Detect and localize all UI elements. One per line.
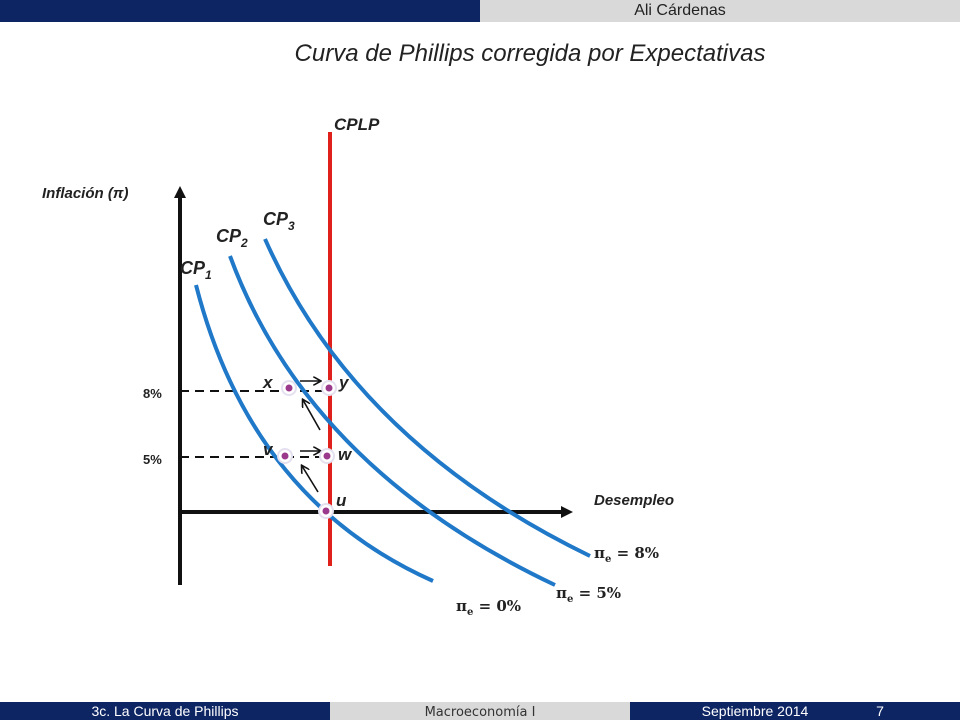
y-axis-label: Inflación (π): [42, 185, 129, 202]
slide-title: Curva de Phillips corregida por Expectat…: [294, 40, 766, 67]
footer-page-number: 7: [876, 703, 884, 719]
footer-section-title: 3c. La Curva de Phillips: [91, 703, 239, 719]
cp1-label: CP1: [180, 258, 212, 282]
footer-date: Septiembre 2014: [701, 703, 809, 719]
cp3-label: CP3: [263, 209, 295, 233]
expectation-label-8: πe = 8%: [594, 544, 659, 565]
cplp-label: CPLP: [334, 115, 380, 134]
x-axis-label: Desempleo: [594, 492, 674, 509]
header-bar-right: [480, 0, 960, 22]
point-label-u: u: [336, 491, 347, 510]
cp1-curve: [194, 284, 434, 583]
arrow-u-to-v: [302, 466, 319, 493]
footer-course-name: Macroeconomía I: [424, 705, 536, 720]
point-u-marker: [318, 503, 334, 519]
cp3-curve: [263, 238, 591, 558]
header-bar-left: [0, 0, 480, 22]
point-w-marker: [319, 448, 335, 464]
expectation-label-5: πe = 5%: [556, 584, 621, 605]
tick-label-8: 8%: [143, 386, 162, 401]
author-name: Ali Cárdenas: [634, 2, 726, 19]
cp2-curve: [228, 255, 556, 587]
point-y-marker: [321, 380, 337, 396]
point-label-v: v: [263, 440, 274, 459]
point-label-y: y: [338, 373, 350, 392]
point-label-w: w: [338, 445, 353, 464]
point-label-x: x: [262, 373, 274, 392]
cp2-label: CP2: [216, 226, 248, 250]
point-v-marker: [277, 448, 293, 464]
footer-bar-left: [0, 702, 330, 720]
expectation-label-0: πe = 0%: [456, 597, 521, 618]
point-x-marker: [281, 380, 297, 396]
tick-label-5: 5%: [143, 452, 162, 467]
footer-bar-middle: [330, 702, 630, 720]
arrow-w-to-x: [303, 400, 321, 431]
footer-bar-right: [630, 702, 960, 720]
